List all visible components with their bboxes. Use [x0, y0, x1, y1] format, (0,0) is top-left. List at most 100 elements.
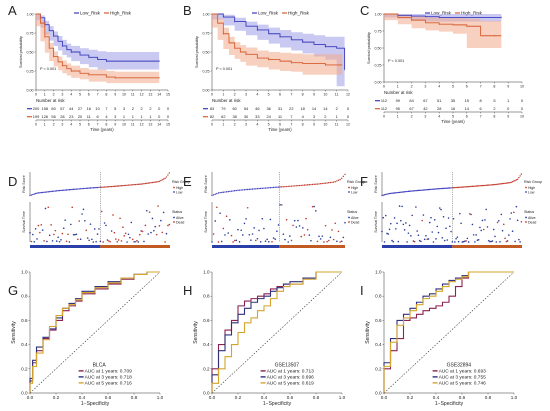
- x-tick-label: 1: [397, 85, 399, 89]
- risk-score-point: [168, 172, 170, 174]
- risk-score-point: [101, 186, 103, 188]
- x-axis-label: 1−Specificity: [263, 401, 292, 407]
- risk-score-point: [423, 189, 426, 191]
- risk-table-cell: 1: [132, 114, 134, 119]
- survival-status-point: [258, 229, 260, 232]
- ci-band-high-risk: [212, 14, 343, 75]
- survival-status-point: [302, 227, 304, 229]
- survival-status-point: [425, 234, 427, 237]
- survival-status-point: [454, 241, 456, 243]
- survival-status-point: [130, 221, 133, 224]
- risk-score-point: [123, 184, 125, 187]
- risk-table-x-tick-label: 12: [346, 123, 350, 127]
- risk-score-point: [229, 190, 231, 193]
- risk-score-point: [245, 188, 247, 191]
- survival-status-point: [474, 241, 476, 243]
- risk-table-x-tick-label: 8: [493, 115, 495, 119]
- risk-score-point: [456, 186, 459, 189]
- risk-table-cell: 23: [69, 114, 73, 119]
- survival-status-point: [393, 217, 396, 219]
- risk-score-point: [405, 190, 407, 193]
- legend-label-low-risk: Low_Risk: [431, 11, 452, 16]
- y-tick-label: 0.75: [203, 31, 210, 35]
- risk-score-point: [318, 183, 320, 185]
- survival-status-point: [436, 225, 439, 228]
- survival-status-point: [479, 226, 481, 229]
- survival-status-point: [37, 224, 40, 227]
- survival-status-point: [520, 220, 523, 223]
- risk-score-point: [221, 191, 223, 194]
- risk-table-cell: 36: [267, 106, 271, 111]
- risk-score-point: [71, 188, 73, 191]
- legend-status-title: Status: [524, 210, 534, 214]
- x-tick-label: 2: [411, 85, 413, 89]
- survival-status-point: [340, 240, 343, 243]
- survival-status-point: [407, 232, 410, 234]
- survival-status-point: [53, 233, 55, 236]
- risk-score-point: [323, 182, 325, 185]
- risk-table-cell: 1: [123, 114, 125, 119]
- survival-status-point: [334, 222, 337, 225]
- survival-status-point: [261, 217, 264, 220]
- risk-table-cell: 31: [278, 106, 282, 111]
- survival-status-point: [485, 208, 488, 211]
- survival-status-point: [470, 213, 472, 216]
- x-tick-label: 3: [424, 85, 426, 89]
- risk-score-point: [332, 181, 335, 183]
- x-tick-label: 8: [493, 85, 495, 89]
- risk-score-point: [284, 185, 286, 188]
- survival-status-point: [465, 240, 467, 242]
- x-tick-label: 8: [302, 93, 304, 97]
- roc-legend-label: AUC at 1 years: 0.713: [267, 368, 315, 374]
- x-tick-label: 5: [452, 85, 454, 89]
- risk-score-point: [269, 187, 272, 189]
- survival-status-point: [96, 233, 99, 235]
- risk-score-point: [36, 192, 38, 194]
- survival-status-point: [519, 241, 521, 243]
- survival-status-point: [331, 229, 333, 231]
- survival-status-point: [464, 240, 466, 242]
- survival-status-point: [384, 214, 387, 217]
- survival-status-point: [75, 233, 78, 236]
- x-tick-label: 8: [105, 93, 107, 97]
- risk-score-point: [315, 183, 317, 185]
- survival-status-point: [99, 240, 102, 243]
- survival-status-point: [396, 222, 398, 225]
- survival-status-point: [212, 233, 215, 235]
- risk-score-point: [92, 187, 95, 189]
- legend-label-high-risk: High_Risk: [288, 11, 310, 16]
- risk-table-x-tick-label: 3: [424, 115, 426, 119]
- legend-swatch-low: [173, 191, 175, 193]
- risk-score-point: [98, 186, 100, 189]
- risk-score-point: [63, 189, 65, 191]
- risk-score-point: [316, 183, 319, 185]
- survival-status-point: [408, 224, 411, 227]
- panel-letter: D: [8, 174, 17, 189]
- risk-table-cell: 51: [437, 98, 441, 103]
- x-tick-label: 0: [383, 85, 385, 89]
- roc-curve-5-year: [211, 271, 342, 393]
- y-tick-label: 0.4: [203, 342, 210, 347]
- risk-table-cell: 0: [158, 106, 161, 111]
- survival-status-point: [246, 206, 249, 209]
- risk-score-point: [85, 187, 87, 190]
- survival-status-point: [332, 238, 335, 241]
- risk-table-cell: 6: [97, 114, 99, 119]
- risk-score-point: [60, 189, 62, 192]
- risk-table-title: Number at risk: [36, 98, 65, 103]
- panel-letter: H: [183, 283, 192, 298]
- survival-status-point: [233, 239, 236, 242]
- risk-score-point: [383, 194, 386, 196]
- risk-score-point: [129, 184, 131, 186]
- risk-table-x-tick-label: 10: [323, 123, 327, 127]
- risk-score-point: [130, 184, 133, 186]
- risk-table-cell: 28: [60, 114, 64, 119]
- risk-score-point: [134, 183, 137, 186]
- risk-table-cell: 126: [42, 114, 49, 119]
- legend-label-low-risk: Low_Risk: [80, 11, 101, 16]
- risk-score-point: [445, 187, 447, 189]
- risk-score-point: [44, 191, 47, 193]
- risk-table-cell: 16: [451, 106, 455, 111]
- survival-status-point: [154, 225, 157, 228]
- survival-status-point: [85, 229, 88, 232]
